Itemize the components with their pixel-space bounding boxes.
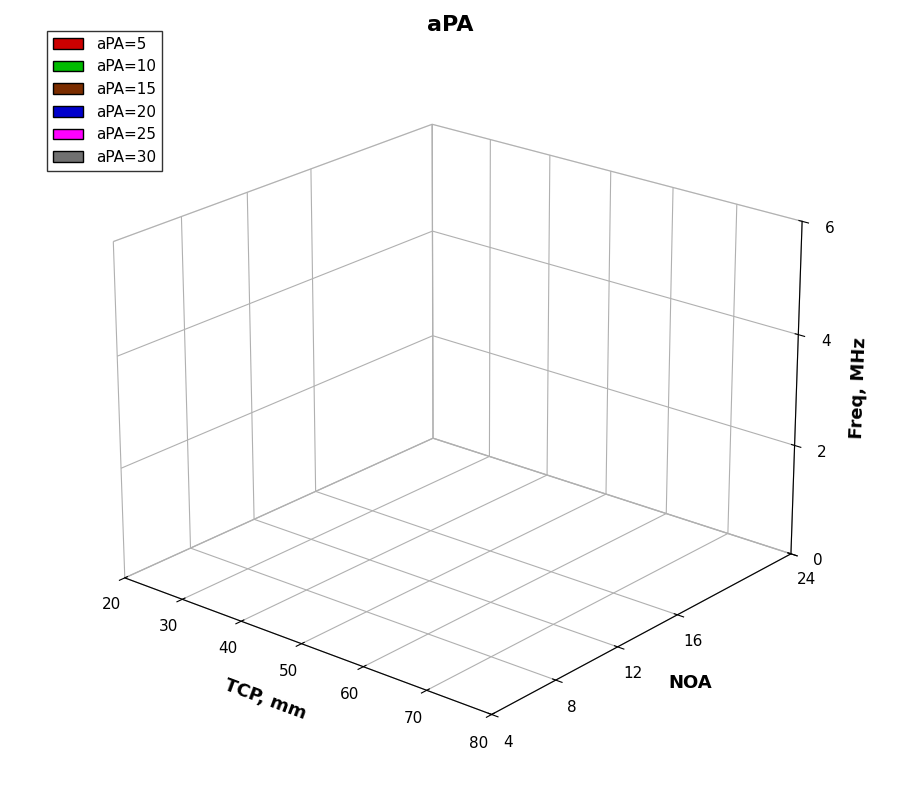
Y-axis label: NOA: NOA bbox=[669, 674, 712, 692]
Title: aPA: aPA bbox=[427, 15, 473, 35]
X-axis label: TCP, mm: TCP, mm bbox=[221, 675, 309, 722]
Legend: aPA=5, aPA=10, aPA=15, aPA=20, aPA=25, aPA=30: aPA=5, aPA=10, aPA=15, aPA=20, aPA=25, a… bbox=[47, 30, 162, 171]
